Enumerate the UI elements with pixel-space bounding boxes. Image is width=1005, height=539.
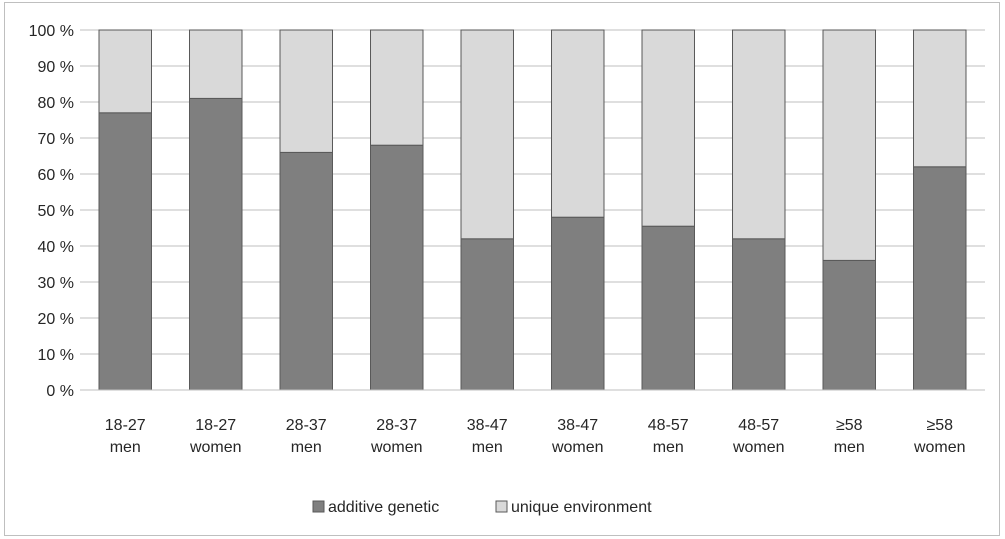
x-tick-label: 38-47 [467, 417, 508, 434]
x-tick-label: 48-57 [738, 417, 779, 434]
x-axis: 18-27 men 18-27 women 28-37 men 28-37 women 38-4… [80, 389, 985, 456]
bar-additive-genetic [732, 238, 786, 391]
bar-unique-environment [370, 29, 424, 146]
legend: additive genetic unique environment [312, 499, 652, 516]
bar-unique-environment [822, 29, 876, 261]
x-tick-label: women [189, 439, 242, 456]
bar-additive-genetic [98, 112, 152, 391]
bar-additive-genetic [551, 216, 605, 391]
chart-frame [4, 2, 1000, 536]
x-tick-label: women [913, 439, 966, 456]
bar-unique-environment [279, 29, 333, 153]
bar-unique-environment [551, 29, 605, 218]
x-tick-label: 28-37 [286, 417, 327, 434]
x-tick-label: men [110, 439, 141, 456]
legend-swatch [312, 500, 325, 513]
bar-additive-genetic [641, 225, 695, 391]
y-tick-label: 30 % [38, 275, 74, 292]
x-tick-label: 48-57 [648, 417, 689, 434]
bar-unique-environment [913, 29, 967, 168]
x-tick-label: women [551, 439, 604, 456]
y-tick-label: 80 % [38, 95, 74, 112]
x-tick-label: women [732, 439, 785, 456]
bar-unique-environment [641, 29, 695, 227]
x-tick-label: ≥58 [836, 417, 863, 434]
x-tick-label: men [834, 439, 865, 456]
x-tick-label: women [370, 439, 423, 456]
y-tick-label: 0 % [46, 383, 74, 400]
bar-additive-genetic [189, 97, 243, 391]
legend-swatch [495, 500, 508, 513]
y-tick-label: 20 % [38, 311, 74, 328]
x-tick-label: men [291, 439, 322, 456]
bar-unique-environment [98, 29, 152, 114]
x-tick-label: 18-27 [105, 417, 146, 434]
y-tick-label: 90 % [38, 59, 74, 76]
y-tick-label: 40 % [38, 239, 74, 256]
x-tick-label: men [653, 439, 684, 456]
x-tick-label: 18-27 [195, 417, 236, 434]
x-tick-label: men [472, 439, 503, 456]
legend-label: additive genetic [328, 499, 439, 516]
bar-additive-genetic [913, 166, 967, 391]
x-tick-label: ≥58 [926, 417, 953, 434]
y-tick-label: 50 % [38, 203, 74, 220]
bar-additive-genetic [279, 151, 333, 391]
bar-additive-genetic [822, 259, 876, 391]
bar-unique-environment [460, 29, 514, 240]
bar-unique-environment [189, 29, 243, 99]
y-tick-label: 100 % [29, 23, 74, 40]
bar-additive-genetic [460, 238, 514, 391]
x-tick-label: 28-37 [376, 417, 417, 434]
bar-unique-environment [732, 29, 786, 240]
legend-label: unique environment [511, 499, 652, 516]
x-tick-label: 38-47 [557, 417, 598, 434]
y-tick-label: 70 % [38, 131, 74, 148]
bars [98, 29, 967, 391]
y-tick-label: 60 % [38, 167, 74, 184]
bar-additive-genetic [370, 144, 424, 391]
y-axis: 0 % 10 % 20 % 30 % 40 % 50 % 60 % 70 % 80 % 90 % 1… [29, 23, 74, 400]
y-tick-label: 10 % [38, 347, 74, 364]
